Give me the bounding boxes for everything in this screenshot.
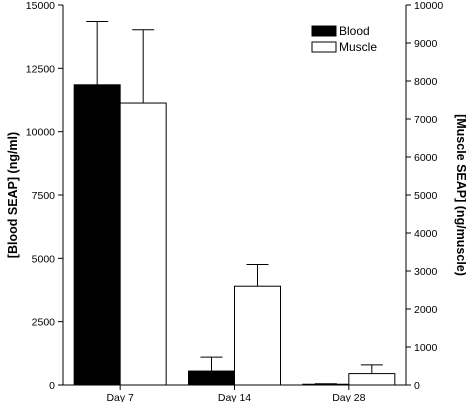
bar-muscle-day-28 [348, 373, 396, 386]
bar-blood-day-28 [302, 383, 350, 386]
left-tick-label: 5000 [32, 253, 56, 265]
left-tick-label: 12500 [26, 63, 55, 75]
bar-blood-day-7 [73, 84, 121, 386]
bars [73, 84, 396, 386]
right-tick-label: 8000 [414, 76, 438, 88]
right-axis-title: [Muscle SEAP] (ng/muscle) [454, 114, 466, 276]
right-tick-label: 3000 [414, 266, 438, 278]
legend-label-muscle: Muscle [339, 40, 377, 54]
left-axis-title: [Blood SEAP] (ng/ml) [6, 132, 20, 258]
right-tick-label: 0 [414, 380, 420, 392]
right-axis-ticks: 0 1000 2000 3000 4000 5000 6000 7000 8000 9000 100… [406, 0, 443, 392]
bar-blood-day-14 [188, 370, 235, 386]
right-tick-label: 9000 [414, 38, 438, 50]
x-axis-ticks: Day 7 Day 14 Day 28 [106, 385, 366, 402]
plot-area: 0 2500 5000 7500 10000 12500 15000 0 1000 2000 30… [26, 0, 444, 402]
right-tick-label: 1000 [414, 342, 438, 354]
error-bars [86, 20, 383, 385]
left-tick-label: 7500 [32, 190, 56, 202]
right-tick-label: 4000 [414, 228, 438, 240]
x-tick-label: Day 14 [218, 392, 251, 402]
left-tick-label: 15000 [26, 0, 55, 12]
legend-swatch-muscle [311, 41, 337, 53]
right-tick-label: 5000 [414, 190, 438, 202]
left-tick-label: 0 [49, 380, 55, 392]
right-tick-label: 6000 [414, 152, 438, 164]
left-tick-label: 2500 [32, 317, 56, 329]
left-tick-label: 10000 [26, 127, 55, 139]
legend-swatch-blood [311, 25, 337, 37]
x-tick-label: Day 28 [332, 392, 365, 402]
legend: Blood Muscle [311, 24, 377, 54]
bar-muscle-day-7 [119, 102, 167, 386]
bar-muscle-day-14 [234, 285, 281, 386]
left-axis-ticks: 0 2500 5000 7500 10000 12500 15000 [26, 0, 63, 392]
x-tick-label: Day 7 [106, 392, 134, 402]
legend-label-blood: Blood [339, 24, 370, 38]
right-tick-label: 2000 [414, 304, 438, 316]
right-tick-label: 10000 [414, 0, 443, 12]
right-tick-label: 7000 [414, 114, 438, 126]
